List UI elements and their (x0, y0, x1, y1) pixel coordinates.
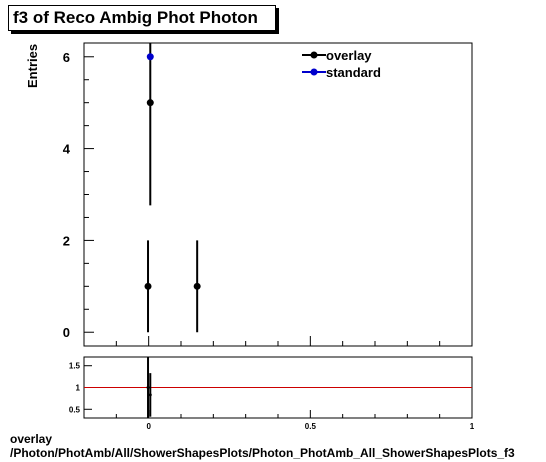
footer-path: /Photon/PhotAmb/All/ShowerShapesPlots/Ph… (10, 446, 515, 460)
y-tick-label: 2 (63, 233, 70, 248)
data-point-overlay (193, 282, 201, 290)
y-tick-label: 4 (63, 142, 71, 157)
main-plot: 0 2 4 6 Entries overlay standard (25, 42, 473, 347)
legend-marker-standard (310, 68, 318, 76)
ratio-y-tick-label: 1.5 (69, 362, 81, 371)
main-plot-frame (83, 42, 473, 347)
ratio-data-point (148, 393, 152, 397)
data-point-standard (146, 53, 154, 61)
y-tick-label: 6 (63, 50, 70, 65)
y-axis-label: Entries (25, 44, 40, 88)
y-tick-label: 0 (63, 325, 70, 340)
ratio-y-tick-label: 1 (76, 384, 81, 393)
legend-label-overlay: overlay (326, 48, 372, 63)
data-point-overlay (146, 99, 154, 107)
chart-title: f3 of Reco Ambig Phot Photon (13, 8, 258, 27)
ratio-plot: 0.5 1 1.5 0 0.5 1 (69, 356, 475, 431)
ratio-x-tick-label: 0 (146, 422, 151, 431)
ratio-x-tick-label: 1 (470, 422, 475, 431)
chart-title-box: f3 of Reco Ambig Phot Photon (8, 5, 276, 31)
ratio-x-tick-label: 0.5 (305, 422, 317, 431)
footer-overlay-label: overlay (10, 432, 53, 446)
data-point-overlay (144, 282, 152, 290)
ratio-y-tick-label: 0.5 (69, 405, 81, 414)
legend-label-standard: standard (326, 65, 381, 80)
legend-marker-overlay (310, 51, 318, 59)
ratio-data-point (146, 386, 150, 389)
